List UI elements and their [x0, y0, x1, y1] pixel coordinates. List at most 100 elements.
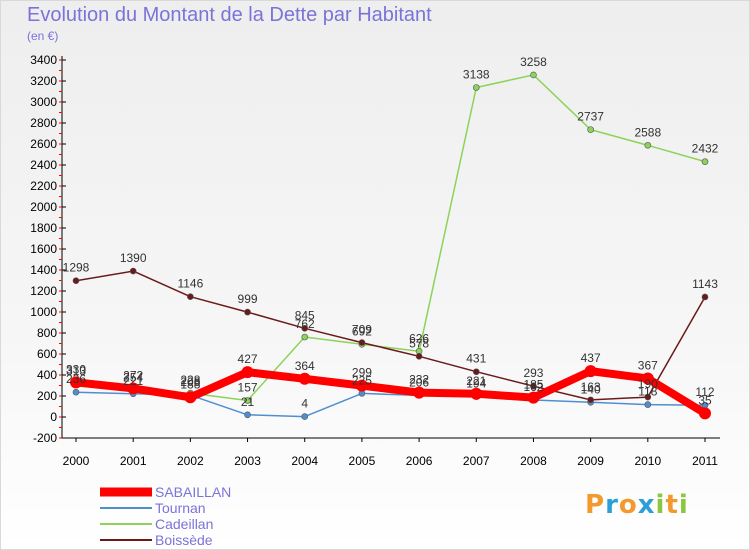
data-label: 367	[638, 358, 658, 372]
y-tick-label: 1800	[30, 221, 57, 235]
legend-label: Cadeillan	[155, 516, 213, 532]
data-label: 194	[466, 377, 486, 391]
x-tick-label: 2007	[463, 454, 490, 468]
y-tick-label: 800	[37, 326, 57, 340]
legend-label: Boissède	[155, 532, 213, 548]
series-line-sabaillan	[75, 367, 708, 417]
data-labels: 330 272 188 427 364 299 232 221 185 437 367 35 236 22…	[63, 55, 719, 411]
data-point-sabaillan	[355, 379, 368, 392]
data-label: 3258	[520, 55, 547, 69]
data-label: 3138	[463, 68, 490, 82]
x-tick-label: 2002	[177, 454, 204, 468]
data-point-cadeillan	[530, 71, 537, 79]
data-point-sabaillan	[413, 386, 426, 399]
y-tick-label: 1400	[30, 263, 57, 277]
x-tick-label: 2003	[234, 454, 261, 468]
logo-letter: P	[585, 490, 606, 520]
data-label: 2737	[577, 110, 604, 124]
x-tick-label: 2005	[349, 454, 376, 468]
data-label: 1298	[63, 261, 90, 275]
x-tick-label: 2006	[406, 454, 433, 468]
series-line-cadeillan	[75, 74, 706, 402]
logo-letter: i	[655, 490, 666, 520]
data-label: 190	[638, 377, 658, 391]
data-label: 2588	[634, 125, 661, 139]
data-label: 272	[123, 368, 143, 382]
y-tick-label: 200	[37, 389, 57, 403]
data-point-boissède	[472, 368, 480, 376]
data-label: 112	[695, 385, 714, 399]
proxiti-logo: Proxiti	[585, 490, 689, 520]
data-label: 225	[352, 373, 372, 387]
data-point-sabaillan	[184, 391, 197, 404]
logo-letter: i	[678, 490, 689, 520]
data-point-boissède	[358, 339, 366, 346]
data-label: 21	[241, 395, 255, 409]
data-point-sabaillan	[70, 376, 82, 389]
x-tick-label: 2004	[291, 454, 318, 468]
data-point-boissède	[644, 393, 652, 401]
data-point-cadeillan	[701, 158, 709, 165]
logo-letter: r	[605, 490, 619, 520]
x-tick-label: 2009	[577, 454, 604, 468]
data-label: 157	[238, 381, 258, 395]
x-tick-label: 2008	[520, 454, 547, 468]
data-point-sabaillan	[127, 382, 140, 395]
data-point-cadeillan	[244, 397, 251, 404]
data-label: 162	[523, 380, 543, 394]
data-point-tournan	[244, 411, 251, 419]
y-tick-label: 2800	[30, 116, 57, 130]
y-tick-label: 2200	[30, 179, 57, 193]
data-label: 1146	[177, 277, 203, 291]
x-tick-label: 2010	[634, 454, 661, 468]
data-point-cadeillan	[587, 126, 594, 133]
data-label: 999	[238, 292, 258, 306]
data-point-cadeillan	[644, 141, 652, 149]
data-label: 228	[180, 373, 200, 387]
data-label: 163	[581, 380, 601, 394]
data-label: 845	[295, 308, 315, 322]
data-label: 299	[352, 366, 372, 380]
y-tick-label: 400	[37, 368, 57, 382]
logo-letter: o	[618, 490, 638, 520]
y-tick-label: 2400	[30, 158, 57, 172]
chart-subtitle: (en €)	[27, 29, 59, 43]
logo-letter: t	[665, 490, 679, 520]
data-label: 427	[238, 352, 258, 366]
data-point-boissède	[587, 396, 594, 404]
data-point-sabaillan	[298, 372, 311, 385]
data-point-sabaillan	[241, 366, 254, 379]
data-label: 709	[352, 323, 372, 337]
data-label: 437	[581, 351, 601, 365]
data-label: 232	[409, 373, 429, 387]
data-label: 118	[638, 385, 657, 399]
y-tick-label: 600	[37, 347, 57, 361]
data-label: 236	[66, 372, 86, 386]
data-label: 206	[409, 375, 429, 389]
data-label: 185	[523, 378, 543, 392]
data-point-sabaillan	[699, 407, 711, 420]
x-tick-label: 2011	[692, 454, 718, 468]
data-label: 692	[352, 324, 372, 338]
data-point-boissède	[530, 382, 537, 390]
data-label: 221	[123, 374, 143, 388]
data-point-sabaillan	[584, 365, 597, 378]
data-label: 431	[466, 352, 486, 366]
data-point-boissède	[244, 308, 251, 316]
y-tick-label: 1000	[30, 305, 57, 319]
y-tick-label: 3400	[30, 53, 57, 67]
data-point-boissède	[301, 324, 309, 332]
data-label: 1143	[692, 277, 718, 291]
data-label: 188	[180, 377, 200, 391]
data-point-sabaillan	[641, 372, 654, 385]
data-point-boissède	[187, 293, 194, 300]
data-label: 221	[466, 374, 486, 388]
data-label: 35	[698, 393, 712, 407]
data-label: 626	[409, 331, 429, 345]
data-point-boissède	[129, 267, 137, 275]
data-label: 4	[301, 397, 308, 411]
data-point-sabaillan	[527, 391, 540, 404]
